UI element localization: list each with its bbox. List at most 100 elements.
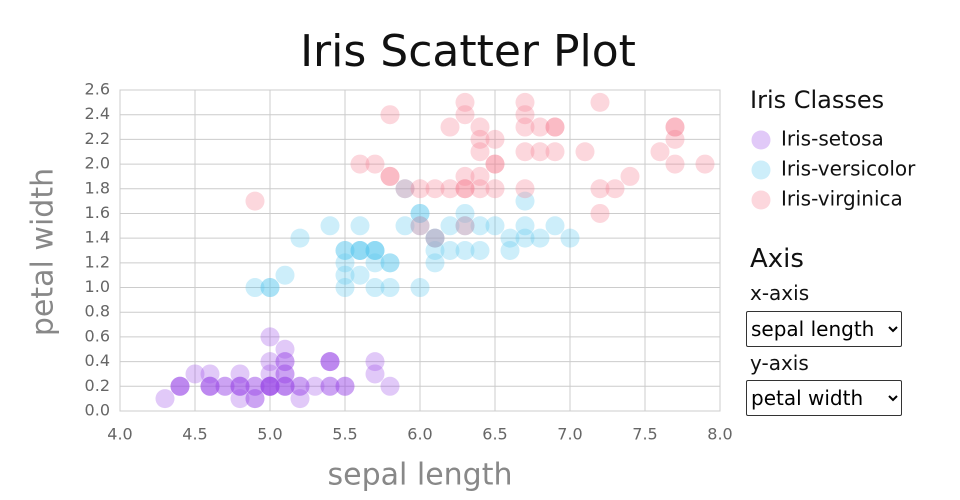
y-tick-label: 1.8 (85, 178, 110, 197)
point (470, 129, 490, 149)
x-axis-label: sepal length (327, 458, 512, 493)
point (320, 352, 340, 372)
point (500, 228, 520, 248)
point (260, 376, 280, 396)
point (395, 179, 415, 199)
point (260, 352, 280, 372)
point (290, 376, 310, 396)
point (185, 364, 205, 384)
point (440, 117, 460, 137)
point (350, 265, 370, 285)
y-tick-label: 2.0 (85, 154, 110, 173)
x-axis-select[interactable]: sepal length (746, 311, 902, 347)
point (515, 142, 535, 162)
point (485, 216, 505, 236)
point (365, 154, 385, 174)
point (305, 376, 325, 396)
point (410, 179, 430, 199)
y-axis-control-label: y-axis (750, 351, 809, 375)
point (335, 376, 355, 396)
y-tick-label: 0.8 (85, 302, 110, 321)
point (425, 228, 445, 248)
point (170, 376, 190, 396)
point (515, 191, 535, 211)
point (485, 154, 505, 174)
point (275, 339, 295, 359)
point (560, 228, 580, 248)
y-tick-label: 2.4 (85, 104, 110, 123)
point (320, 376, 340, 396)
point (410, 216, 430, 236)
y-tick-label: 1.2 (85, 252, 110, 271)
point (650, 142, 670, 162)
point (395, 179, 415, 199)
point (335, 278, 355, 298)
point (275, 376, 295, 396)
point (170, 376, 190, 396)
point (425, 228, 445, 248)
point (230, 376, 250, 396)
point (455, 179, 475, 199)
point (425, 253, 445, 273)
point (380, 166, 400, 186)
point (470, 241, 490, 260)
point (215, 376, 235, 396)
point (260, 278, 280, 298)
point (290, 228, 310, 248)
point (200, 376, 220, 396)
point (530, 142, 550, 162)
point (260, 364, 280, 384)
point (440, 216, 460, 236)
point (350, 154, 370, 174)
x-tick-label: 5.5 (332, 425, 357, 444)
y-axis-select[interactable]: petal width (746, 380, 902, 416)
point (590, 92, 610, 112)
point (155, 389, 175, 409)
point (470, 216, 490, 236)
point (275, 376, 295, 396)
legend-label: Iris-setosa (781, 127, 884, 151)
point (260, 376, 280, 396)
point (605, 179, 625, 199)
point (410, 278, 430, 298)
point (425, 179, 445, 199)
point (320, 352, 340, 372)
point (665, 154, 685, 174)
point (200, 364, 220, 384)
legend-title: Iris Classes (750, 86, 884, 114)
point (515, 92, 535, 112)
point (350, 216, 370, 236)
point (350, 241, 370, 260)
point (200, 376, 220, 396)
point (590, 203, 610, 223)
y-tick-label: 0.2 (85, 376, 110, 395)
point (530, 117, 550, 137)
point (470, 179, 490, 199)
point (290, 376, 310, 396)
point (335, 253, 355, 273)
point (320, 216, 340, 236)
point (275, 364, 295, 384)
x-tick-label: 4.5 (182, 425, 207, 444)
point (320, 352, 340, 372)
point (380, 253, 400, 273)
point (245, 278, 265, 298)
point (260, 376, 280, 396)
point (515, 216, 535, 236)
point (470, 117, 490, 137)
point (170, 376, 190, 396)
point (320, 376, 340, 396)
point (455, 216, 475, 236)
point (365, 241, 385, 260)
point (455, 92, 475, 112)
point (245, 376, 265, 396)
point (455, 105, 475, 125)
y-tick-label: 2.6 (85, 80, 110, 99)
point (380, 376, 400, 396)
point (260, 376, 280, 396)
point (425, 228, 445, 248)
point (245, 389, 265, 409)
point (275, 352, 295, 372)
point (365, 241, 385, 260)
